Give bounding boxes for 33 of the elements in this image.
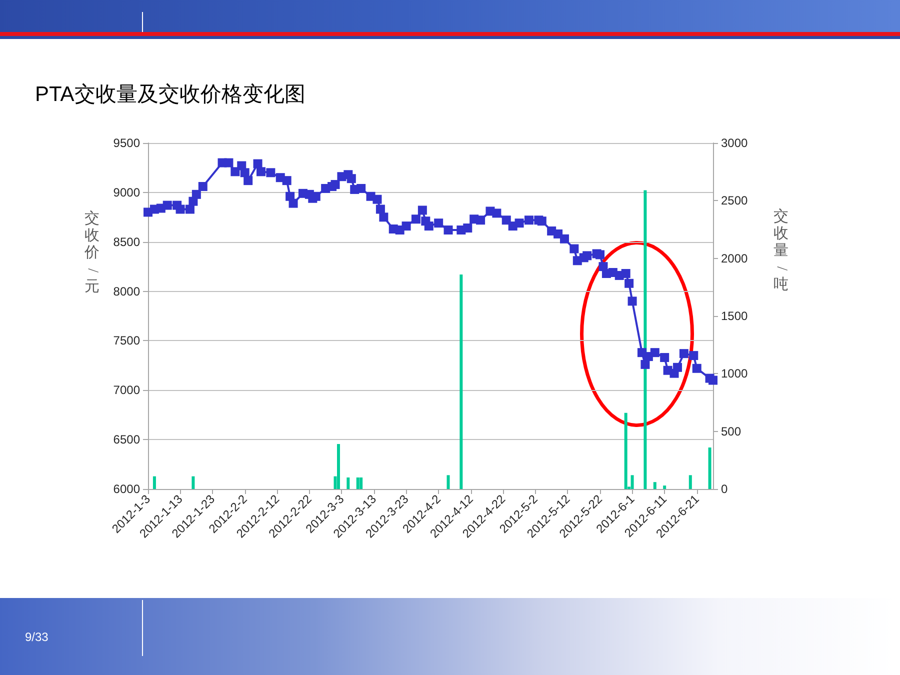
y-tick-label: 8000: [113, 284, 140, 298]
y2-tick-label: 3000: [721, 136, 748, 150]
y-axis-title: 交收价/元: [84, 211, 100, 296]
bar: [192, 476, 195, 489]
bar: [688, 475, 692, 489]
y-tick-label: 7500: [113, 334, 140, 348]
y2-tick-label: 2000: [721, 251, 748, 266]
bar: [653, 482, 656, 489]
bar: [346, 477, 350, 489]
bar: [446, 475, 450, 489]
bar: [630, 475, 634, 489]
bar: [708, 447, 712, 489]
y2-tick-label: 2500: [721, 194, 748, 208]
bar: [460, 274, 463, 489]
y2-axis-title: 交收量/吨: [772, 209, 790, 294]
text: 9/33: [25, 630, 48, 644]
chart-title: PTA交收量及交收价格变化图: [35, 83, 306, 106]
y-tick-label: 8500: [113, 234, 140, 249]
y-tick-label: 9000: [113, 185, 140, 200]
y2-tick-label: 1000: [721, 366, 748, 381]
bar: [356, 477, 360, 489]
bar: [663, 486, 666, 489]
y2-tick-label: 0: [721, 482, 728, 496]
y2-tick-label: 500: [721, 424, 742, 438]
y-tick-label: 9500: [113, 136, 140, 150]
y2-tick-label: 1500: [721, 309, 748, 323]
y-tick-label: 6500: [113, 432, 140, 447]
y-tick-label: 6000: [113, 482, 140, 496]
bar: [152, 476, 156, 489]
bar: [360, 477, 363, 489]
bar: [624, 412, 628, 489]
bar: [336, 444, 340, 489]
y-tick-label: 7000: [113, 383, 140, 398]
